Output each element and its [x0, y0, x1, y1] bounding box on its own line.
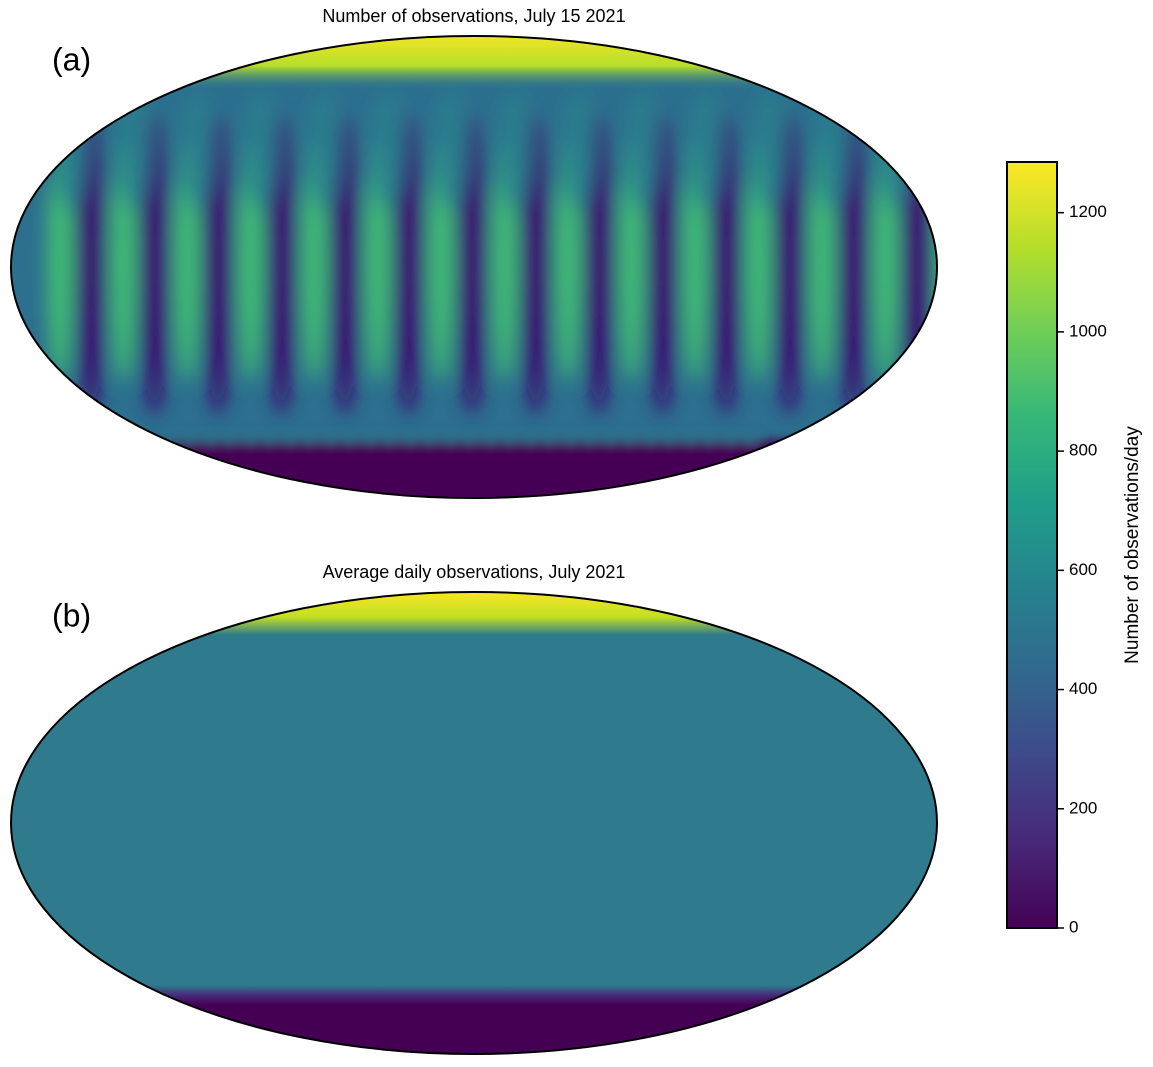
map-lobe [280, 432, 300, 444]
map-lobe [875, 90, 916, 210]
map-title: Average daily observations, July 2021 [323, 562, 626, 582]
map-lobe [200, 432, 220, 444]
map-lobe [50, 90, 90, 210]
map-band [11, 440, 937, 498]
map-lobe [720, 432, 740, 444]
map-lobe [660, 432, 680, 444]
map-lobe [460, 432, 480, 444]
map-band [11, 36, 937, 90]
map-lobe [240, 90, 281, 210]
map-background [11, 592, 937, 1054]
map-lobe [400, 432, 420, 444]
map-band [11, 592, 937, 635]
map-outline [10, 591, 938, 1055]
map-lobe [431, 90, 471, 210]
map-lobe [540, 432, 560, 444]
colorbar-fill [1006, 161, 1058, 929]
map-outline [10, 35, 938, 499]
tick-label: 400 [1069, 679, 1097, 698]
map-lobe [360, 432, 380, 444]
map-lobe [902, 115, 931, 415]
map-lobe [500, 432, 520, 444]
map-lobe [740, 432, 760, 444]
map-lobe [700, 432, 720, 444]
map-lobe [680, 432, 700, 444]
map-lobe [621, 90, 662, 210]
map-lobe [304, 90, 344, 210]
map-lobe [220, 432, 240, 444]
map-lobe [520, 432, 540, 444]
tick-label: 0 [1069, 917, 1078, 936]
map-texture [47, 90, 994, 415]
tick-label: 800 [1069, 441, 1097, 460]
map-lobe [240, 432, 260, 444]
map-lobe [600, 432, 620, 444]
tick-label: 200 [1069, 798, 1097, 817]
tick-label: 1000 [1069, 321, 1107, 340]
map-texture [11, 432, 937, 498]
map-lobe [177, 90, 217, 210]
map-lobe [494, 90, 535, 210]
map-title: Number of observations, July 15 2021 [322, 6, 625, 26]
map-lobe [936, 142, 937, 382]
map-lobe [640, 432, 660, 444]
map-lobe [440, 432, 460, 444]
panel-label: (b) [52, 597, 91, 633]
map-lobe [748, 90, 789, 210]
map-lobe [180, 432, 200, 444]
tick-label: 1200 [1069, 202, 1107, 221]
map-lobe [560, 432, 580, 444]
map-lobe [320, 432, 340, 444]
map-lobe [685, 90, 725, 210]
tick-label: 600 [1069, 560, 1097, 579]
map-lobe [420, 432, 440, 444]
map-lobe [340, 432, 360, 444]
map-lobe [966, 115, 994, 415]
map-lobe [620, 432, 640, 444]
map-lobe [380, 432, 400, 444]
map-lobe [580, 432, 600, 444]
map-lobe [113, 90, 154, 210]
map-band [11, 1005, 937, 1054]
map-lobe [812, 90, 852, 210]
panel-label: (a) [52, 41, 91, 77]
map-lobe [558, 90, 598, 210]
colorbar-label: Number of observations/day [1122, 426, 1143, 664]
map-lobe [939, 90, 979, 210]
map-band [11, 985, 937, 1005]
map-lobe [367, 90, 408, 210]
map-lobe [480, 432, 500, 444]
map-lobe [300, 432, 320, 444]
colorbar: 0 200 400 600 800 1000 1200 [1006, 161, 1107, 936]
map-lobe [260, 432, 280, 444]
